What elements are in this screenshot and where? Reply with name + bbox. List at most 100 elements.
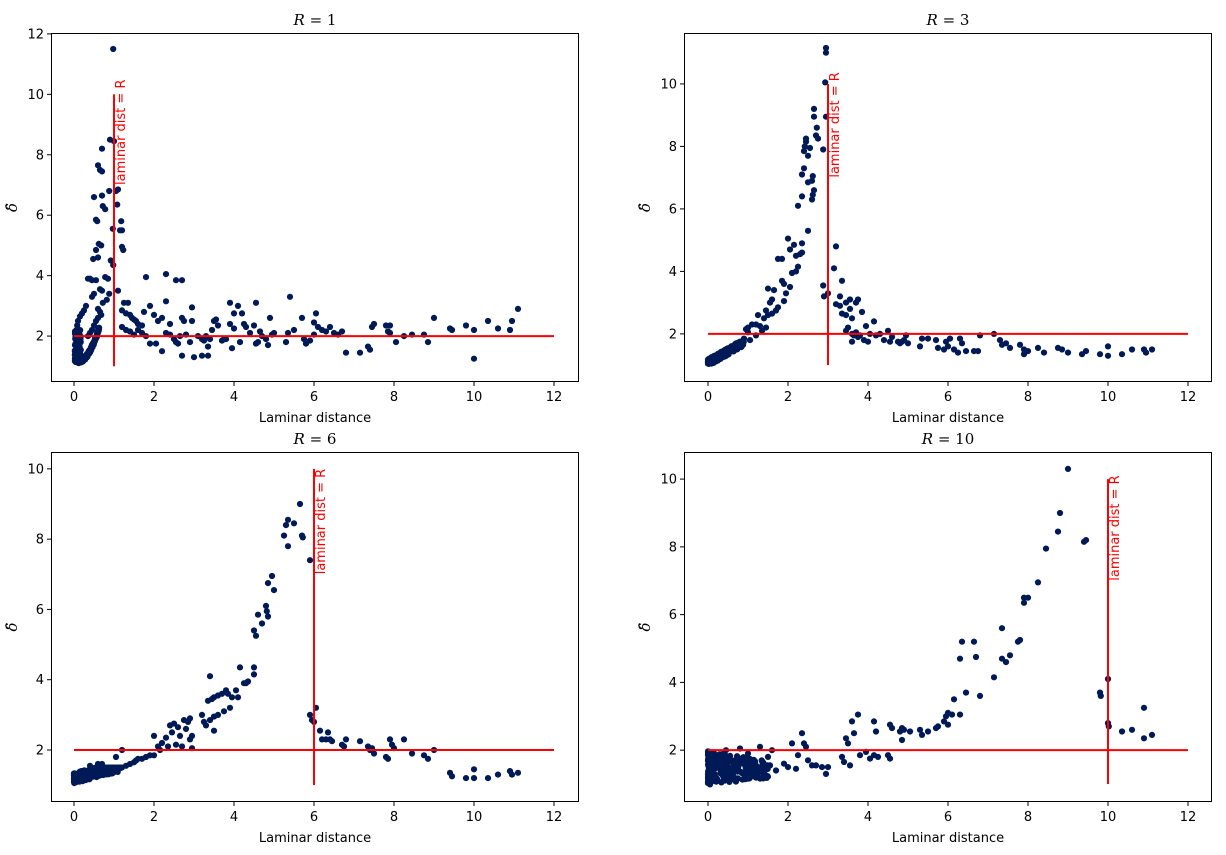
axes-frame	[684, 452, 1212, 802]
data-point	[813, 124, 820, 131]
data-point	[918, 335, 926, 342]
data-point	[104, 275, 112, 282]
x-tick-label: 6	[310, 810, 318, 825]
data-point	[102, 206, 109, 213]
cluster-point	[96, 324, 103, 331]
x-tick-label: 10	[466, 390, 483, 405]
data-point	[420, 752, 428, 759]
data-point	[164, 743, 172, 750]
subplot-r6: R = 6 Laminar distance δ̂ 0 2 4 6 8 10 12 2 4 6 8 1…	[3, 430, 579, 846]
data-point	[280, 532, 288, 539]
cluster-point	[715, 762, 722, 769]
data-point	[268, 572, 276, 580]
data-point	[1128, 346, 1136, 353]
x-tick-label: 2	[150, 390, 158, 405]
data-point	[222, 336, 230, 343]
x-tick-label: 8	[1024, 810, 1032, 825]
cluster-point	[708, 772, 716, 779]
cluster-point	[754, 771, 761, 778]
data-point	[322, 328, 330, 335]
data-point	[508, 317, 516, 325]
data-point	[120, 246, 127, 254]
y-axis-label: δ̂	[636, 622, 654, 631]
data-point	[338, 328, 346, 335]
data-point	[110, 45, 117, 53]
data-point	[250, 627, 258, 634]
cluster-point	[719, 772, 727, 779]
data-point	[182, 725, 190, 733]
data-point	[956, 711, 964, 718]
cluster-point	[76, 350, 83, 358]
data-point	[784, 764, 792, 771]
data-point	[962, 689, 970, 696]
subplot-title: R = 10	[921, 430, 975, 448]
subplot-r1: R = 1 Laminar distance δ̂ 0 2 4 6 8 10 12 2 4 6 8 1…	[3, 11, 579, 426]
data-point	[462, 322, 470, 329]
data-point	[780, 298, 788, 305]
y-tick-label: 12	[27, 27, 44, 42]
data-point	[310, 319, 318, 326]
data-point	[924, 335, 932, 342]
data-point	[448, 326, 456, 334]
data-point	[840, 758, 848, 766]
data-point	[836, 293, 844, 300]
data-point	[74, 322, 81, 329]
y-tick-label: 6	[669, 608, 677, 623]
data-point	[174, 340, 182, 347]
data-point	[810, 105, 818, 112]
data-point	[756, 743, 764, 750]
x-tick-label: 0	[70, 810, 78, 825]
data-point	[782, 290, 790, 297]
data-point	[848, 315, 856, 322]
data-point	[822, 44, 830, 52]
x-tick-label: 4	[864, 810, 872, 825]
data-point	[804, 152, 812, 159]
data-point	[186, 736, 194, 743]
data-point	[974, 348, 982, 355]
data-point	[1058, 346, 1066, 353]
data-point	[470, 766, 478, 773]
data-point	[1104, 352, 1112, 359]
data-point	[854, 711, 862, 718]
data-point	[386, 329, 394, 337]
y-axis-label: δ̂	[3, 622, 21, 631]
data-point	[976, 692, 984, 700]
data-point	[1082, 537, 1090, 544]
data-point	[880, 337, 888, 344]
data-point	[1128, 726, 1136, 733]
data-point	[342, 736, 350, 743]
y-tick-label: 8	[669, 540, 677, 555]
data-point	[1042, 545, 1050, 552]
data-point	[172, 277, 180, 284]
data-point	[118, 227, 126, 234]
data-point	[386, 736, 394, 743]
data-point	[732, 340, 740, 347]
data-point	[342, 349, 350, 356]
y-tick-label: 6	[36, 603, 44, 618]
data-point	[166, 722, 174, 729]
data-point	[916, 726, 924, 733]
x-tick-label: 12	[546, 390, 563, 405]
data-point	[950, 696, 958, 703]
cluster-point	[721, 348, 728, 355]
data-point	[250, 664, 258, 671]
data-point	[284, 329, 292, 337]
data-point	[470, 355, 478, 362]
data-point	[954, 349, 962, 356]
data-point	[206, 673, 214, 680]
data-point	[246, 329, 254, 337]
cluster-point	[720, 756, 727, 764]
x-tick-label: 6	[944, 810, 952, 825]
data-point	[786, 283, 794, 291]
data-point	[764, 753, 772, 761]
data-point	[106, 766, 114, 773]
data-point	[98, 242, 105, 249]
data-point	[99, 299, 106, 306]
data-point	[254, 339, 262, 346]
cluster-point	[101, 768, 108, 776]
data-point	[284, 543, 292, 550]
data-point	[286, 293, 294, 300]
data-point	[788, 740, 796, 747]
data-point	[802, 138, 810, 145]
data-point	[114, 201, 121, 208]
